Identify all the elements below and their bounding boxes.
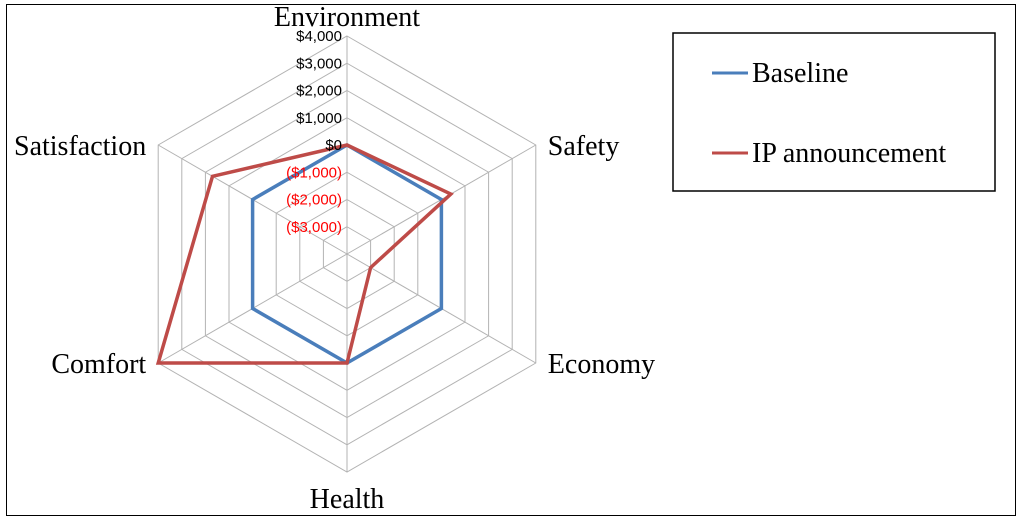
category-label-satisfaction: Satisfaction bbox=[14, 131, 146, 162]
tick-label: ($1,000) bbox=[286, 164, 342, 181]
radar-spokes bbox=[157, 36, 537, 472]
legend: Baseline IP announcement bbox=[672, 32, 996, 192]
tick-label: $4,000 bbox=[296, 28, 342, 45]
tick-label: $2,000 bbox=[296, 83, 342, 100]
category-label-comfort: Comfort bbox=[51, 349, 146, 380]
tick-label: $3,000 bbox=[296, 55, 342, 72]
series-line-ip-announcement bbox=[155, 143, 454, 365]
category-label-safety: Safety bbox=[548, 131, 620, 162]
legend-box bbox=[672, 32, 996, 192]
tick-label: $1,000 bbox=[296, 110, 342, 127]
legend-label-baseline: Baseline bbox=[752, 58, 848, 89]
series-layer bbox=[155, 142, 454, 366]
category-label-environment: Environment bbox=[274, 2, 420, 33]
category-label-economy: Economy bbox=[548, 349, 655, 380]
legend-label-ip-announcement: IP announcement bbox=[752, 138, 946, 169]
tick-label: $0 bbox=[325, 137, 342, 154]
tick-label: ($3,000) bbox=[286, 219, 342, 236]
category-label-health: Health bbox=[310, 484, 385, 515]
tick-label: ($2,000) bbox=[286, 192, 342, 209]
tick-labels: $4,000 $3,000 $2,000 $1,000 $0 ($1,000) ($2,00… bbox=[286, 28, 342, 236]
category-labels: Environment Safety Economy Health Comfort Sat… bbox=[14, 2, 655, 515]
